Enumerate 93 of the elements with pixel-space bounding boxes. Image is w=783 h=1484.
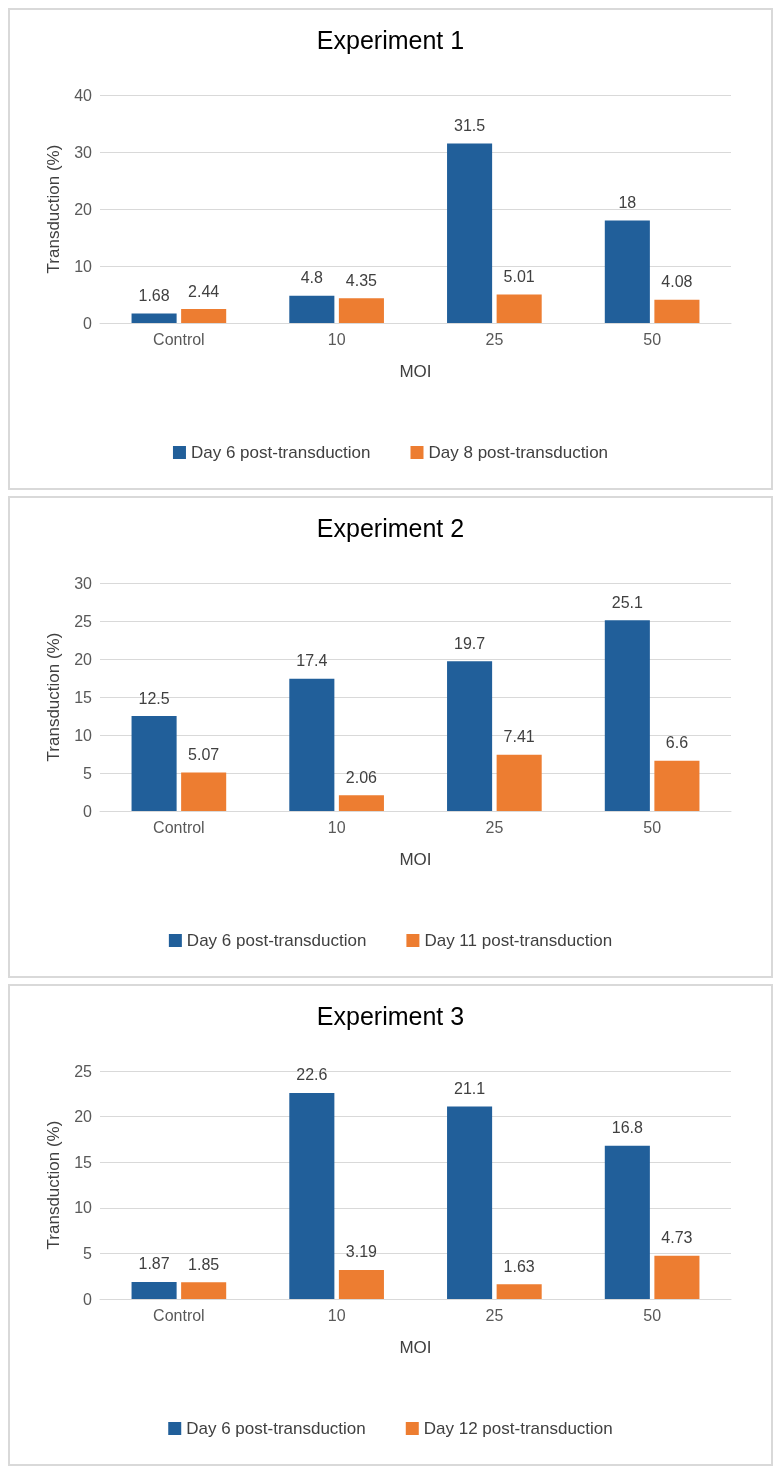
legend-label: Day 6 post-transduction	[186, 931, 367, 950]
y-tick-label: 30	[74, 574, 93, 592]
x-tick-label: 10	[327, 330, 346, 348]
bar	[604, 1145, 650, 1299]
x-tick-label: 50	[643, 330, 662, 348]
x-tick-label: 25	[485, 818, 504, 836]
x-tick-label: Control	[153, 818, 205, 836]
bar	[654, 1255, 700, 1299]
x-tick-label: 50	[643, 818, 662, 836]
y-tick-label: 0	[83, 314, 93, 332]
x-tick-label: Control	[153, 1306, 205, 1324]
y-tick-label: 40	[74, 86, 93, 104]
data-label: 1.63	[503, 1257, 535, 1275]
bar	[338, 298, 384, 323]
data-label: 1.85	[188, 1255, 220, 1273]
x-axis-title: MOI	[399, 1338, 432, 1357]
y-tick-label: 0	[83, 1290, 93, 1308]
bar	[447, 143, 493, 323]
data-label: 4.08	[661, 273, 693, 291]
bar	[131, 716, 177, 811]
chart-title: Experiment 2	[316, 513, 465, 542]
data-label: 5.07	[188, 745, 220, 763]
data-label: 19.7	[454, 634, 486, 652]
bar	[289, 295, 335, 323]
bar	[181, 309, 227, 323]
bar	[496, 754, 542, 811]
data-label: 12.5	[138, 689, 170, 707]
data-label: 18	[618, 193, 637, 211]
data-label: 6.6	[665, 734, 689, 752]
bar	[289, 678, 335, 811]
bar	[654, 299, 700, 323]
data-label: 1.68	[138, 286, 170, 304]
y-tick-label: 10	[74, 726, 93, 744]
legend-label: Day 6 post-transduction	[186, 1419, 366, 1438]
data-label: 16.8	[611, 1119, 644, 1137]
y-tick-label: 20	[74, 650, 93, 668]
bar	[496, 294, 542, 323]
y-tick-label: 20	[74, 200, 93, 218]
data-label: 17.4	[296, 652, 328, 670]
y-tick-label: 5	[83, 1244, 93, 1262]
bar	[338, 1269, 384, 1299]
bar	[338, 795, 384, 811]
legend-label: Day 6 post-transduction	[190, 443, 371, 462]
x-tick-label: 25	[485, 1306, 504, 1324]
data-label: 3.19	[345, 1243, 378, 1261]
y-tick-label: 10	[74, 257, 93, 275]
x-axis-title: MOI	[399, 850, 432, 869]
bar	[131, 313, 177, 323]
data-label: 2.06	[345, 768, 378, 786]
data-label: 1.87	[138, 1255, 170, 1273]
data-label: 2.44	[188, 282, 220, 300]
bar	[131, 1281, 177, 1299]
bar	[654, 760, 700, 811]
legend-label: Day 8 post-transduction	[428, 443, 609, 462]
y-tick-label: 25	[74, 612, 93, 630]
y-axis-title: Transduction (%)	[44, 144, 63, 274]
y-axis-title: Transduction (%)	[44, 632, 63, 762]
data-label: 4.73	[661, 1229, 693, 1247]
x-tick-label: 25	[485, 330, 504, 348]
x-tick-label: 10	[327, 818, 346, 836]
bar	[604, 220, 650, 323]
bar	[181, 772, 227, 811]
x-tick-label: 10	[327, 1306, 346, 1324]
bar	[181, 1282, 227, 1299]
chart-title: Experiment 3	[316, 1001, 465, 1030]
y-axis-title: Transduction (%)	[44, 1120, 63, 1250]
y-tick-label: 15	[74, 688, 93, 706]
y-tick-label: 25	[74, 1062, 93, 1080]
data-label: 22.6	[296, 1066, 328, 1084]
y-tick-label: 0	[83, 802, 93, 820]
bar	[604, 620, 650, 811]
y-tick-label: 15	[74, 1153, 93, 1171]
data-label: 25.1	[611, 593, 644, 611]
y-tick-label: 5	[83, 764, 93, 782]
x-tick-label: 50	[643, 1306, 662, 1324]
data-label: 7.41	[503, 728, 535, 746]
y-tick-label: 10	[74, 1199, 93, 1217]
chart-title: Experiment 1	[316, 25, 465, 54]
data-label: 4.8	[300, 269, 324, 287]
y-tick-label: 20	[74, 1108, 93, 1126]
data-label: 5.01	[503, 267, 535, 285]
legend-label: Day 12 post-transduction	[423, 1419, 613, 1438]
bar	[496, 1284, 542, 1299]
data-label: 21.1	[454, 1080, 486, 1098]
bar	[447, 1106, 493, 1299]
y-tick-label: 30	[74, 143, 93, 161]
bar	[289, 1092, 335, 1299]
legend-label: Day 11 post-transduction	[424, 931, 613, 950]
x-axis-title: MOI	[399, 362, 432, 381]
x-tick-label: Control	[153, 330, 205, 348]
bar	[447, 661, 493, 811]
data-label: 4.35	[345, 271, 378, 289]
data-label: 31.5	[454, 116, 486, 134]
